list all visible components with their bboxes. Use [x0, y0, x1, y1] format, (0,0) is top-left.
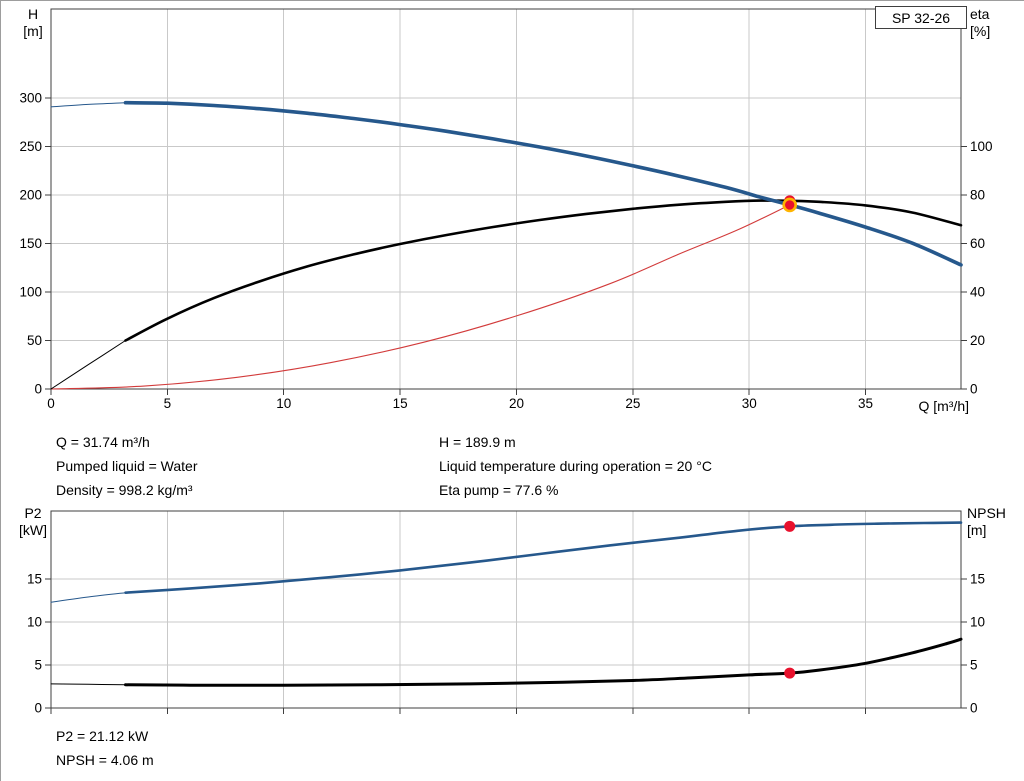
- y-left-tick-label: 100: [19, 285, 42, 300]
- y-right-tick-label: 80: [970, 187, 985, 202]
- plot-frame: [50, 8, 962, 390]
- h-axis-title-line2: [m]: [23, 23, 43, 39]
- info-line-q: Q = 31.74 m³/h: [56, 434, 150, 450]
- y-left-tick-label: 15: [27, 571, 42, 586]
- eta-curve: [50, 340, 126, 390]
- result-info-bottom: P2 = 21.12 kW NPSH = 4.06 m: [56, 724, 154, 772]
- y-left-tick-label: 0: [34, 382, 42, 397]
- qh-curve: [50, 102, 126, 108]
- info-line-h: H = 189.9 m: [439, 434, 516, 450]
- eta-axis-title: eta [%]: [970, 6, 1018, 40]
- q-axis-title: Q [m³/h]: [918, 398, 969, 414]
- x-tick-label: 35: [858, 396, 873, 411]
- p2-npsh-chart: 0 5 10 15 0 5 10 15: [27, 510, 985, 716]
- duty-info-right-column: H = 189.9 m Liquid temperature during op…: [439, 430, 712, 502]
- eta-axis-title-line1: eta: [970, 6, 990, 22]
- info-line-density: Density = 998.2 kg/m³: [56, 482, 193, 498]
- qh-eta-chart: 0 5 10 15 20 25 30 35 0 50 100 150 200 250 300 0 20 40 60 8…: [19, 8, 993, 411]
- y-right-tick-label: 60: [970, 236, 985, 251]
- npsh-duty-marker: [784, 667, 796, 679]
- p2-axis-title-line1: P2: [24, 505, 42, 521]
- y-right-tick-label: 20: [970, 333, 985, 348]
- y-left-tick-label: 200: [19, 188, 42, 203]
- p2-axis-title-line2: [kW]: [19, 522, 47, 538]
- x-tick-label: 15: [393, 396, 408, 411]
- duty-info-left-column: Q = 31.74 m³/h Pumped liquid = Water Den…: [56, 430, 198, 502]
- info-line-p2: P2 = 21.12 kW: [56, 728, 149, 744]
- y-right-tick-label: 0: [970, 701, 978, 716]
- info-line-liquid: Pumped liquid = Water: [56, 458, 198, 474]
- duty-point-marker: [782, 197, 798, 213]
- y-left-tick-label: 250: [19, 139, 42, 154]
- npsh-axis-title: NPSH [m]: [967, 505, 1023, 539]
- npsh-curve: [124, 637, 963, 687]
- y-right-tick-label: 5: [970, 657, 978, 672]
- npsh-axis-title-line2: [m]: [967, 522, 987, 538]
- p2-duty-marker: [784, 520, 796, 532]
- info-line-eta: Eta pump = 77.6 %: [439, 482, 559, 498]
- qh-curve: [123, 100, 963, 267]
- npsh-curve: [50, 683, 126, 686]
- y-right-tick-label: 40: [970, 284, 985, 299]
- y-left-tick-label: 150: [19, 236, 42, 251]
- npsh-axis-title-line1: NPSH: [967, 505, 1006, 521]
- y-left-tick-label: 5: [34, 657, 42, 672]
- y-left-tick-label: 300: [19, 91, 42, 106]
- y-left-tick-label: 50: [27, 333, 42, 348]
- h-axis-title: H [m]: [15, 6, 51, 40]
- pump-model-badge: SP 32-26: [875, 6, 967, 29]
- x-tick-label: 10: [276, 396, 291, 411]
- p2-curve: [50, 592, 126, 603]
- y-left-tick-label: 10: [27, 614, 42, 629]
- y-right-tick-label: 15: [970, 571, 985, 586]
- h-axis-title-line1: H: [27, 6, 39, 22]
- x-tick-label: 0: [47, 396, 55, 411]
- x-tick-label: 25: [625, 396, 640, 411]
- y-left-tick-label: 0: [34, 701, 42, 716]
- system-curve: [50, 204, 791, 390]
- y-right-tick-label: 10: [970, 614, 985, 629]
- x-tick-label: 30: [742, 396, 757, 411]
- p2-curve: [124, 521, 963, 594]
- eta-axis-title-line2: [%]: [970, 23, 991, 39]
- x-tick-label: 20: [509, 396, 524, 411]
- p2-axis-title: P2 [kW]: [13, 505, 53, 539]
- y-right-tick-label: 100: [970, 139, 993, 154]
- y-right-tick-label: 0: [970, 382, 978, 397]
- info-line-npsh: NPSH = 4.06 m: [56, 752, 154, 768]
- plot-frame: [50, 510, 962, 709]
- x-tick-label: 5: [164, 396, 172, 411]
- eta-curve: [124, 199, 963, 342]
- info-line-temperature: Liquid temperature during operation = 20…: [439, 458, 712, 474]
